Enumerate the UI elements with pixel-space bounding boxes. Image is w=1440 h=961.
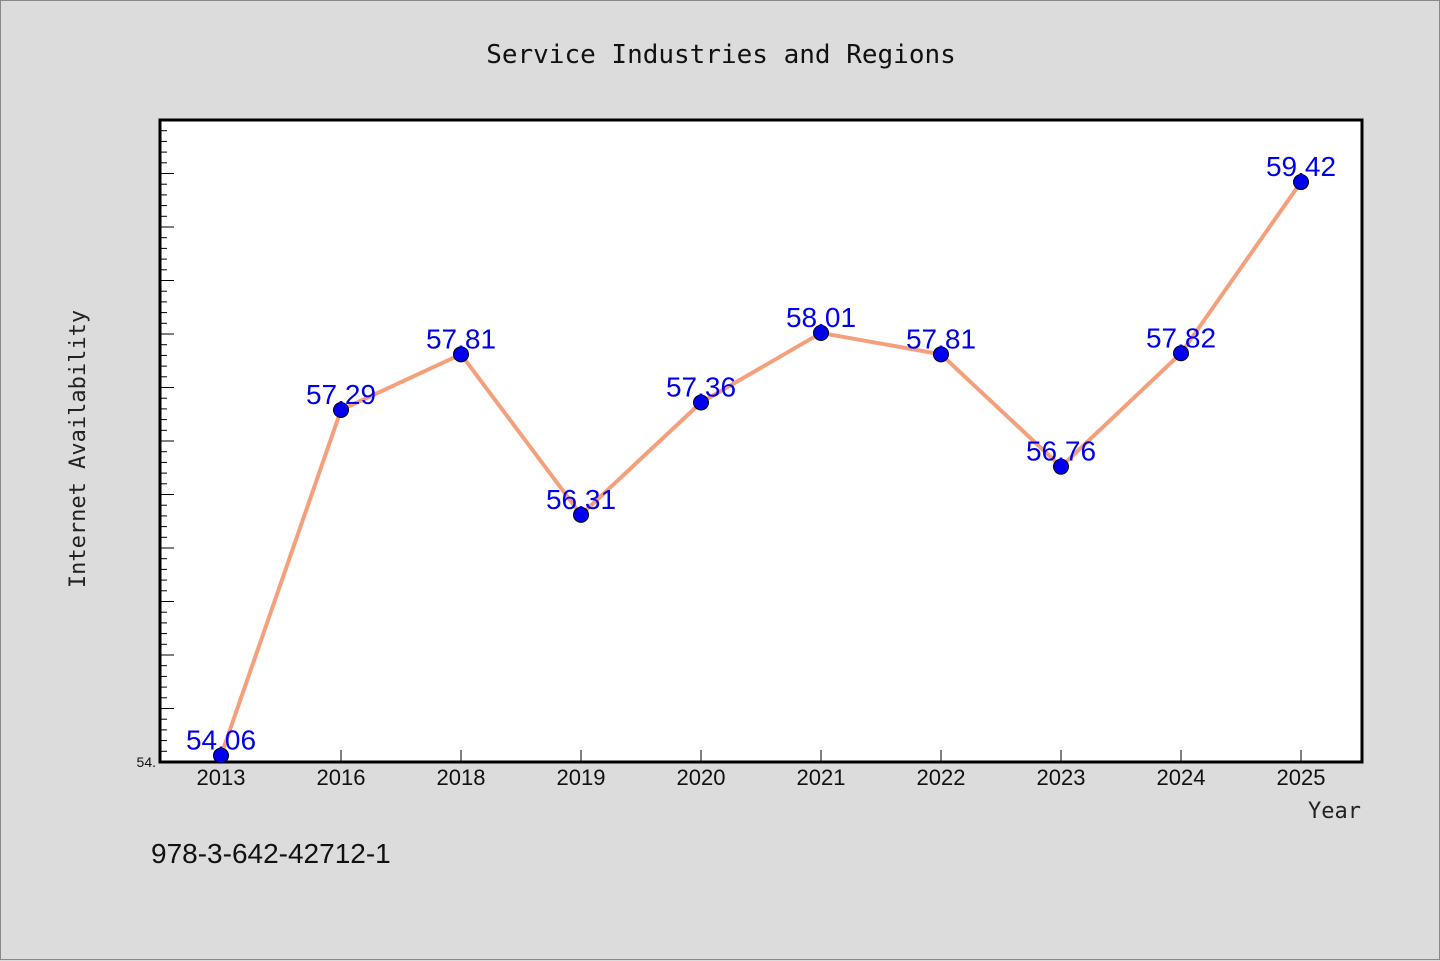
data-label: 54.06 bbox=[186, 725, 256, 756]
x-tick-label: 2025 bbox=[1277, 765, 1326, 790]
data-labels: 54.06 57.29 57.81 56.31 57.36 58.01 57.81 56.76… bbox=[186, 151, 1336, 756]
data-point bbox=[213, 747, 229, 764]
data-label: 57.81 bbox=[906, 323, 976, 354]
data-label: 56.76 bbox=[1026, 436, 1096, 467]
x-tick-label: 2019 bbox=[557, 765, 606, 790]
chart-title: Service Industries and Regions bbox=[486, 40, 956, 70]
x-tick-label: 2023 bbox=[1037, 765, 1086, 790]
x-tick-label: 2021 bbox=[797, 765, 846, 790]
data-label: 58.01 bbox=[786, 302, 856, 333]
x-axis-ticks: 2013 2016 2018 2019 2020 2021 2022 2023 2024 2025 bbox=[197, 750, 1326, 790]
x-tick-label: 2013 bbox=[197, 765, 246, 790]
plot-area bbox=[158, 118, 1364, 764]
data-markers bbox=[213, 174, 1309, 764]
x-axis-label: Year bbox=[1308, 799, 1361, 824]
series-line bbox=[219, 180, 1303, 757]
x-tick-label: 2020 bbox=[677, 765, 726, 790]
data-point bbox=[333, 401, 349, 418]
data-point bbox=[1053, 458, 1069, 475]
x-tick-label: 2024 bbox=[1157, 765, 1206, 790]
data-label: 57.36 bbox=[666, 371, 736, 402]
data-point bbox=[693, 394, 709, 411]
y-axis-label: Internet Availability bbox=[66, 310, 91, 588]
data-point bbox=[453, 346, 469, 363]
x-tick-label: 2022 bbox=[917, 765, 966, 790]
data-label: 57.81 bbox=[426, 323, 496, 354]
x-tick-label: 2016 bbox=[317, 765, 366, 790]
data-point bbox=[1173, 345, 1189, 362]
data-label: 57.29 bbox=[306, 379, 376, 410]
data-label: 59.42 bbox=[1266, 151, 1336, 182]
x-tick-label: 2018 bbox=[437, 765, 486, 790]
data-label: 57.82 bbox=[1146, 322, 1216, 353]
data-point bbox=[1293, 174, 1309, 191]
y-tick-label: 54. bbox=[137, 754, 156, 770]
data-point bbox=[813, 324, 829, 341]
data-label: 56.31 bbox=[546, 484, 616, 515]
data-point bbox=[573, 506, 589, 523]
y-axis-ticks: 54. bbox=[137, 119, 174, 770]
data-point bbox=[933, 346, 949, 363]
footnote-isbn: 978-3-642-42712-1 bbox=[151, 838, 391, 869]
